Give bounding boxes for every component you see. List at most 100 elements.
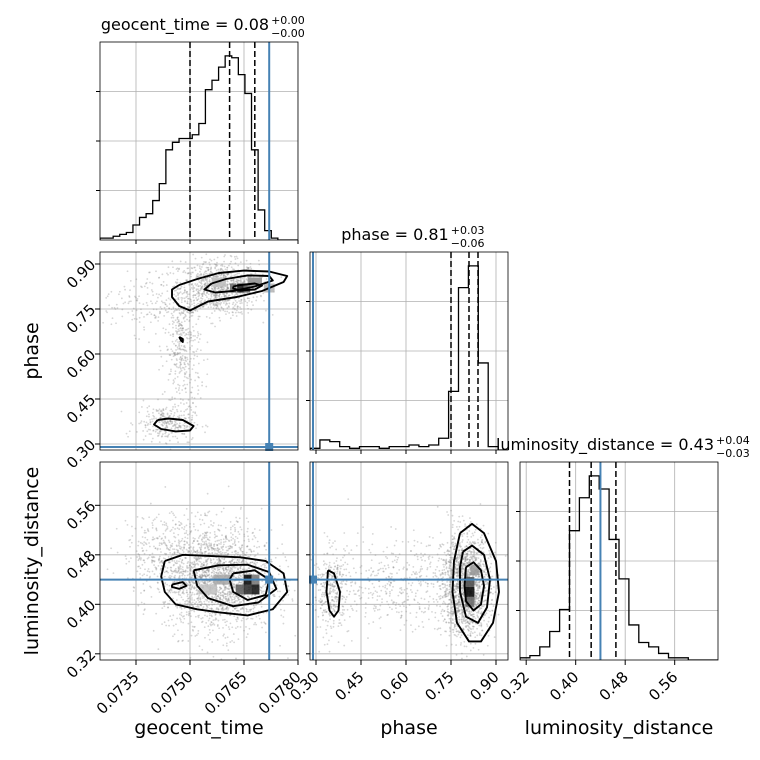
scatter-point bbox=[146, 293, 149, 296]
truth-marker-geocent_time-luminosity_distance bbox=[265, 575, 274, 584]
scatter-point bbox=[203, 537, 205, 540]
scatter-point bbox=[183, 320, 186, 323]
scatter-point bbox=[167, 266, 170, 269]
scatter-point bbox=[217, 568, 220, 571]
scatter-point bbox=[207, 625, 210, 628]
scatter-point bbox=[461, 547, 464, 550]
scatter-point bbox=[232, 558, 235, 561]
scatter-point bbox=[157, 316, 160, 319]
scatter-point bbox=[193, 540, 195, 542]
scatter-point bbox=[227, 561, 230, 564]
scatter-point bbox=[191, 603, 194, 606]
scatter-point bbox=[206, 581, 209, 584]
scatter-point bbox=[143, 328, 146, 331]
scatter-point bbox=[173, 342, 175, 345]
scatter-point bbox=[241, 281, 244, 284]
scatter-point bbox=[163, 605, 166, 608]
scatter-point bbox=[480, 534, 483, 537]
scatter-point bbox=[226, 592, 229, 595]
scatter-point bbox=[449, 627, 452, 630]
scatter-point bbox=[159, 349, 162, 352]
scatter-point bbox=[213, 536, 216, 539]
scatter-point bbox=[230, 255, 233, 258]
scatter-point bbox=[227, 588, 230, 591]
scatter-point bbox=[197, 302, 200, 305]
scatter-point bbox=[228, 590, 231, 593]
scatter-point bbox=[227, 485, 230, 488]
scatter-point bbox=[225, 546, 227, 549]
scatter-point bbox=[181, 324, 184, 327]
scatter-point bbox=[453, 585, 456, 588]
scatter-point bbox=[179, 424, 182, 427]
scatter-point bbox=[191, 580, 193, 583]
scatter-point bbox=[224, 568, 227, 571]
scatter-point bbox=[159, 414, 162, 416]
scatter-point bbox=[200, 256, 203, 259]
scatter-point bbox=[133, 586, 136, 589]
scatter-point bbox=[178, 524, 181, 527]
scatter-point bbox=[474, 596, 477, 599]
scatter-point bbox=[263, 545, 266, 548]
scatter-point bbox=[224, 637, 227, 639]
scatter-point bbox=[172, 379, 175, 382]
scatter-point bbox=[173, 563, 175, 566]
scatter-point bbox=[158, 421, 161, 424]
scatter-point bbox=[439, 627, 442, 630]
scatter-point bbox=[233, 596, 236, 599]
scatter-point bbox=[168, 423, 171, 425]
scatter-point bbox=[187, 333, 190, 336]
scatter-point bbox=[253, 604, 255, 607]
scatter-point bbox=[192, 548, 195, 551]
scatter-point bbox=[230, 597, 233, 599]
scatter-point bbox=[200, 557, 203, 560]
scatter-point bbox=[148, 433, 151, 435]
scatter-point bbox=[178, 345, 181, 348]
scatter-point bbox=[201, 293, 203, 296]
scatter-point bbox=[443, 568, 446, 571]
scatter-point bbox=[215, 571, 218, 574]
scatter-point bbox=[220, 274, 223, 276]
scatter-point bbox=[135, 550, 138, 553]
scatter-point bbox=[238, 279, 240, 282]
scatter-point bbox=[199, 597, 201, 600]
scatter-point bbox=[188, 547, 190, 549]
scatter-point bbox=[472, 555, 475, 558]
scatter-point bbox=[189, 305, 192, 307]
scatter-point bbox=[190, 565, 193, 568]
scatter-geocent_time-luminosity_distance bbox=[106, 485, 297, 660]
density-cell-1 bbox=[243, 584, 252, 595]
scatter-point bbox=[236, 279, 239, 282]
scatter-point bbox=[193, 299, 196, 302]
scatter-point bbox=[219, 550, 222, 553]
scatter-point bbox=[232, 585, 235, 588]
scatter-point bbox=[201, 295, 204, 297]
scatter-point bbox=[167, 311, 170, 313]
scatter-point bbox=[465, 553, 468, 555]
scatter-point bbox=[260, 605, 263, 608]
scatter-point bbox=[222, 595, 224, 597]
scatter-point bbox=[219, 592, 222, 595]
scatter-point bbox=[246, 617, 249, 620]
scatter-point bbox=[149, 321, 152, 324]
scatter-point bbox=[146, 574, 148, 577]
scatter-point bbox=[198, 601, 201, 604]
scatter-point bbox=[262, 585, 264, 588]
scatter-point bbox=[169, 373, 172, 375]
scatter-point bbox=[192, 629, 195, 632]
scatter-point bbox=[233, 575, 235, 578]
scatter-point bbox=[143, 561, 146, 564]
scatter-point bbox=[474, 583, 477, 586]
scatter-point bbox=[185, 426, 188, 429]
scatter-point bbox=[185, 436, 188, 438]
scatter-point bbox=[189, 288, 192, 291]
scatter-point bbox=[189, 583, 192, 586]
scatter-point bbox=[192, 551, 195, 553]
scatter-point bbox=[215, 303, 218, 306]
scatter-point bbox=[197, 556, 200, 559]
scatter-point bbox=[224, 275, 227, 278]
scatter-point bbox=[211, 551, 214, 554]
scatter-point bbox=[254, 594, 256, 597]
scatter-point bbox=[455, 600, 457, 603]
scatter-point bbox=[236, 257, 239, 260]
scatter-point bbox=[160, 561, 163, 563]
